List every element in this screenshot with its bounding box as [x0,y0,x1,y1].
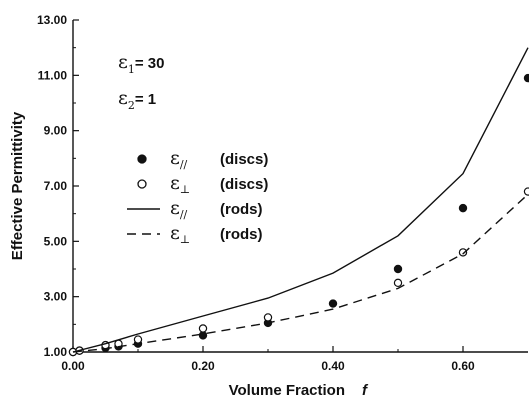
series-0 [68,73,529,357]
discs-perpendicular-point [458,248,468,257]
y-tick-label: 9.00 [44,124,68,138]
series-layer [68,47,529,357]
discs-perpendicular-point [133,335,143,344]
x-axis-title-symbol: f [362,382,369,399]
legend-label: (discs) [220,176,268,193]
legend-symbol: ε// [170,147,188,171]
y-tick-label: 1.00 [44,345,68,359]
discs-perpendicular-point [523,187,529,196]
discs-perpendicular-point [263,313,273,322]
legend-symbol: ε⊥ [170,222,190,246]
y-tick-label: 3.00 [44,290,68,304]
discs-parallel-point [458,203,468,213]
y-axis-title: Effective Permittivity [9,111,26,260]
parameter-label: ε2= 1 [118,87,156,112]
y-tick-label: 7.00 [44,179,68,193]
rods-parallel-line [72,47,529,353]
x-tick-label: 0.40 [321,359,345,373]
y-tick-label: 11.00 [38,68,68,82]
legend-label: (rods) [220,201,263,218]
x-tick-label: 0.00 [61,359,85,373]
series-3 [72,193,529,353]
parameter-label: ε1= 30 [118,51,164,76]
y-tick-label: 5.00 [44,234,68,248]
legend-marker [137,154,147,164]
x-axis: 0.00 0.20 0.40 0.60 [61,346,475,373]
legend: ε// (discs) ε⊥ (discs) ε// (rods) ε⊥ (rods) [127,147,268,246]
legend-item: ε// (rods) [127,197,263,221]
parameter-annotations: ε1= 30 ε2= 1 [118,51,164,112]
x-tick-label: 0.60 [451,359,475,373]
legend-item: ε// (discs) [137,147,268,171]
legend-label: (rods) [220,226,263,243]
discs-perpendicular-point [198,324,208,333]
x-axis-title: Volume Fraction [229,382,345,399]
series-2 [72,47,529,353]
legend-symbol: ε// [170,197,188,221]
discs-parallel-point [328,299,338,308]
discs-perpendicular-point [393,278,403,288]
y-tick-label: 13.00 [37,13,67,27]
y-axis: 1.00 3.00 5.00 7.00 9.00 11.00 13.00 [37,13,79,359]
legend-label: (discs) [220,151,268,168]
rods-perpendicular-line [72,193,529,353]
legend-item: ε⊥ (discs) [137,172,268,196]
legend-symbol: ε⊥ [170,172,190,196]
legend-marker [137,179,147,189]
x-tick-label: 0.20 [191,359,215,373]
series-1 [68,187,529,357]
discs-parallel-point [523,73,529,83]
legend-item: ε⊥ (rods) [127,222,263,246]
discs-parallel-point [393,264,403,274]
discs-parallel-point [198,331,208,340]
